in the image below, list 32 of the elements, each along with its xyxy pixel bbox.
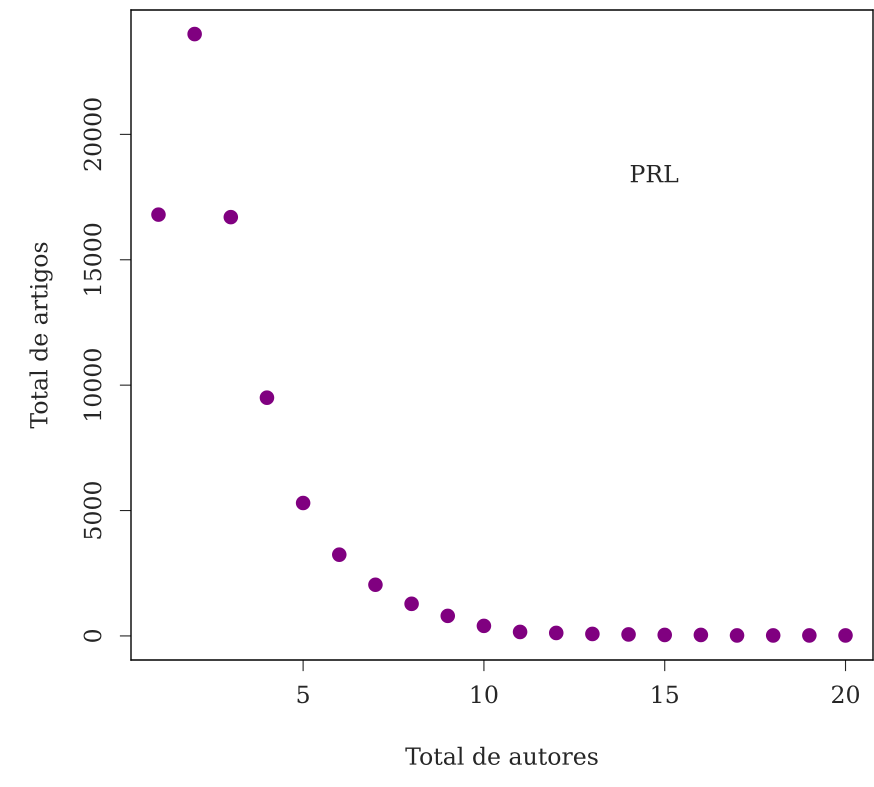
x-tick-label: 5: [298, 686, 309, 704]
point: [512, 624, 528, 640]
y-tick-label: 5000: [84, 482, 102, 539]
x-tick-label: 15: [652, 685, 678, 704]
point: [766, 628, 780, 643]
point: [368, 577, 383, 592]
point: [476, 618, 492, 634]
point: [657, 628, 672, 642]
point: [296, 496, 310, 510]
y-tick-label: 0: [84, 630, 102, 642]
point: [332, 547, 347, 562]
point: [187, 26, 202, 42]
point: [730, 628, 744, 643]
y-axis-title: Total de artigos: [29, 242, 53, 428]
point: [621, 627, 636, 642]
point: [440, 608, 456, 624]
y-tick-label: 20000: [84, 98, 102, 170]
point: [838, 628, 853, 643]
x-tick-label: 10: [472, 685, 498, 704]
annotation: PRL: [630, 165, 678, 182]
point: [694, 628, 708, 642]
point: [224, 210, 238, 224]
point: [585, 626, 600, 642]
point: [548, 626, 564, 640]
y-tick-label: 15000: [84, 224, 102, 294]
point: [404, 596, 419, 612]
point: [151, 207, 166, 222]
x-tick-label: 20: [832, 685, 859, 704]
point: [260, 390, 274, 405]
x-axis-title: Total de autores: [405, 746, 598, 766]
y-tick-label: 10000: [84, 349, 102, 420]
point: [802, 628, 817, 643]
